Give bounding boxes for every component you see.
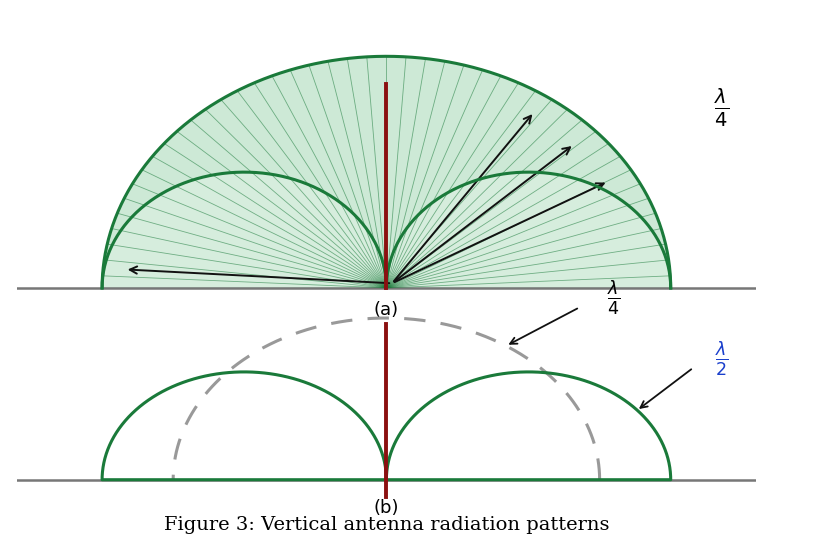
Polygon shape: [102, 56, 670, 288]
Polygon shape: [102, 172, 670, 288]
Text: $\frac{\lambda}{2}$: $\frac{\lambda}{2}$: [715, 340, 729, 378]
Text: Figure 3: Vertical antenna radiation patterns: Figure 3: Vertical antenna radiation pat…: [164, 516, 609, 534]
Text: $\frac{\lambda}{4}$: $\frac{\lambda}{4}$: [606, 279, 621, 318]
Text: $\frac{\lambda}{4}$: $\frac{\lambda}{4}$: [714, 86, 729, 129]
Text: (a): (a): [374, 301, 399, 319]
Text: (b): (b): [374, 499, 399, 517]
